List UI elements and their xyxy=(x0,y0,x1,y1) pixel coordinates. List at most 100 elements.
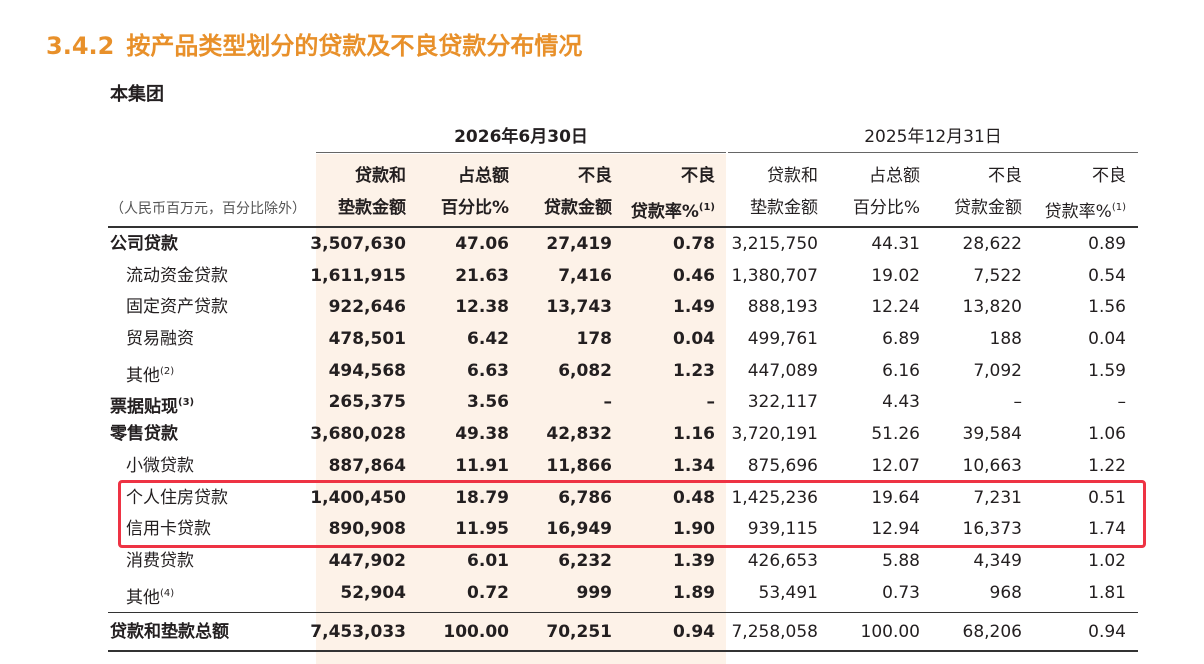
table-cell: 16,949 xyxy=(546,519,612,540)
table-cell: 1.49 xyxy=(673,297,715,318)
table-cell: 0.94 xyxy=(1088,622,1126,642)
table-cell: 0.04 xyxy=(1088,329,1126,350)
period-underline-prior xyxy=(728,152,1138,153)
column-header-line1: 占总额 xyxy=(458,166,509,186)
table-cell: 6.42 xyxy=(467,329,509,350)
highlight-box xyxy=(118,480,1146,548)
table-cell: 10,663 xyxy=(962,455,1022,476)
table-cell: 265,375 xyxy=(328,392,406,413)
table-cell: 68,206 xyxy=(962,622,1022,642)
table-cell: 1.90 xyxy=(673,519,715,540)
table-cell: 1.81 xyxy=(1088,582,1126,603)
column-header-line1: 不良 xyxy=(988,166,1022,186)
footnote-marker: (4) xyxy=(160,587,175,599)
table-cell: 188 xyxy=(989,329,1022,350)
table-cell: 1.56 xyxy=(1088,297,1126,318)
table-row: 其他(4) 52,904 0.72 999 1.89 53,491 0.73 968 1.81 xyxy=(0,578,1204,610)
column-header-line2: 贷款金额 xyxy=(954,198,1022,218)
table-cell: 1.16 xyxy=(673,424,715,445)
column-header-line2: 百分比% xyxy=(440,198,509,218)
table-cell: 890,908 xyxy=(328,519,406,540)
table-cell: 322,117 xyxy=(747,392,818,413)
table-cell: 3,720,191 xyxy=(731,424,818,445)
table-cell: 6,082 xyxy=(558,360,612,381)
column-header-3: 不良 贷款金额 xyxy=(502,160,612,224)
table-cell: 12.94 xyxy=(871,519,920,540)
table-row: 小微贷款 887,864 11.91 11,866 1.34 875,696 12.07 10… xyxy=(0,451,1204,483)
table-cell: 53,491 xyxy=(758,582,818,603)
table-cell: 1.06 xyxy=(1088,424,1126,445)
header-rule xyxy=(108,226,1138,228)
table-cell: 3,680,028 xyxy=(310,424,406,445)
column-header-line1: 不良 xyxy=(681,166,715,186)
row-label: 信用卡贷款 xyxy=(126,519,211,540)
table-cell: 11,866 xyxy=(546,455,612,476)
table-cell: 28,622 xyxy=(962,234,1022,254)
table-cell: 494,568 xyxy=(328,360,406,381)
section-title: 3.4.2 按产品类型划分的贷款及不良贷款分布情况 xyxy=(46,26,582,61)
table-cell: 447,089 xyxy=(747,360,818,381)
table-cell: 6,232 xyxy=(558,550,612,571)
footnote-marker: (3) xyxy=(178,397,195,409)
table-cell: 1.74 xyxy=(1088,519,1126,540)
table-cell: 0.78 xyxy=(673,234,715,254)
footnote-marker: (2) xyxy=(160,365,175,377)
row-label: 其他(4) xyxy=(126,587,175,608)
table-cell: 12.38 xyxy=(455,297,509,318)
table-cell: 1.23 xyxy=(673,360,715,381)
table-cell: 12.24 xyxy=(871,297,920,318)
table-cell: 6,786 xyxy=(558,487,612,508)
table-cell: 12.07 xyxy=(871,455,920,476)
table-cell: 7,092 xyxy=(973,360,1022,381)
column-header-line2: 百分比% xyxy=(852,198,920,218)
column-header-line1: 不良 xyxy=(578,166,612,186)
table-row: 公司贷款 3,507,630 47.06 27,419 0.78 3,215,750 44.… xyxy=(0,229,1204,261)
total-row: 贷款和垫款总额 7,453,033 100.00 70,251 0.94 7,258,05… xyxy=(0,616,1204,648)
row-label: 其他(2) xyxy=(126,365,175,386)
row-label: 贸易融资 xyxy=(126,329,194,350)
table-row: 信用卡贷款 890,908 11.95 16,949 1.90 939,115 12.94 1… xyxy=(0,514,1204,546)
table-cell: 922,646 xyxy=(328,297,406,318)
section-title-text: 按产品类型划分的贷款及不良贷款分布情况 xyxy=(126,32,583,60)
row-label: 小微贷款 xyxy=(126,455,194,476)
table-cell: 0.51 xyxy=(1088,487,1126,508)
table-row: 流动资金贷款 1,611,915 21.63 7,416 0.46 1,380,707 19… xyxy=(0,261,1204,293)
table-cell: – xyxy=(1013,392,1023,413)
table-cell: 49.38 xyxy=(455,424,509,445)
table-cell: 426,653 xyxy=(747,550,818,571)
period-underline-current xyxy=(316,152,726,153)
table-cell: 888,193 xyxy=(747,297,818,318)
table-cell: 3,215,750 xyxy=(731,234,818,254)
table-body: 公司贷款 3,507,630 47.06 27,419 0.78 3,215,750 44.… xyxy=(0,229,1204,609)
table-cell: 52,904 xyxy=(340,582,406,603)
table-row: 其他(2) 494,568 6.63 6,082 1.23 447,089 6.16 7,09… xyxy=(0,356,1204,388)
table-cell: 7,258,058 xyxy=(731,622,818,642)
column-header-line2: 贷款率%(1) xyxy=(1044,202,1126,222)
column-header-8: 不良贷款率%(1) xyxy=(1016,160,1126,228)
table-cell: 887,864 xyxy=(328,455,406,476)
row-label: 消费贷款 xyxy=(126,550,194,571)
column-header-line1: 不良 xyxy=(1092,166,1126,186)
total-rule-bottom xyxy=(108,650,1138,652)
table-cell: 13,820 xyxy=(962,297,1022,318)
table-cell: 42,832 xyxy=(546,424,612,445)
row-label: 固定资产贷款 xyxy=(126,297,228,318)
table-cell: 875,696 xyxy=(747,455,818,476)
table-cell: 47.06 xyxy=(455,234,509,254)
column-header-5: 贷款和 垫款金额 xyxy=(708,160,818,224)
table-cell: 7,416 xyxy=(558,265,612,286)
table-cell: 13,743 xyxy=(546,297,612,318)
table-cell: 7,231 xyxy=(973,487,1022,508)
row-label: 票据贴现(3) xyxy=(110,397,195,418)
table-row: 贸易融资 478,501 6.42 178 0.04 499,761 6.89 188 0.04 xyxy=(0,324,1204,356)
table-cell: – xyxy=(706,392,716,413)
column-header-line1: 贷款和 xyxy=(355,166,406,186)
table-cell: 1,425,236 xyxy=(731,487,818,508)
table-cell: 1.34 xyxy=(673,455,715,476)
table-row: 消费贷款 447,902 6.01 6,232 1.39 426,653 5.88 4,349… xyxy=(0,546,1204,578)
table-cell: 21.63 xyxy=(455,265,509,286)
table-cell: 11.95 xyxy=(455,519,509,540)
table-cell: 0.54 xyxy=(1088,265,1126,286)
table-row: 个人住房贷款 1,400,450 18.79 6,786 0.48 1,425,236 19… xyxy=(0,483,1204,515)
row-label: 公司贷款 xyxy=(110,234,178,254)
